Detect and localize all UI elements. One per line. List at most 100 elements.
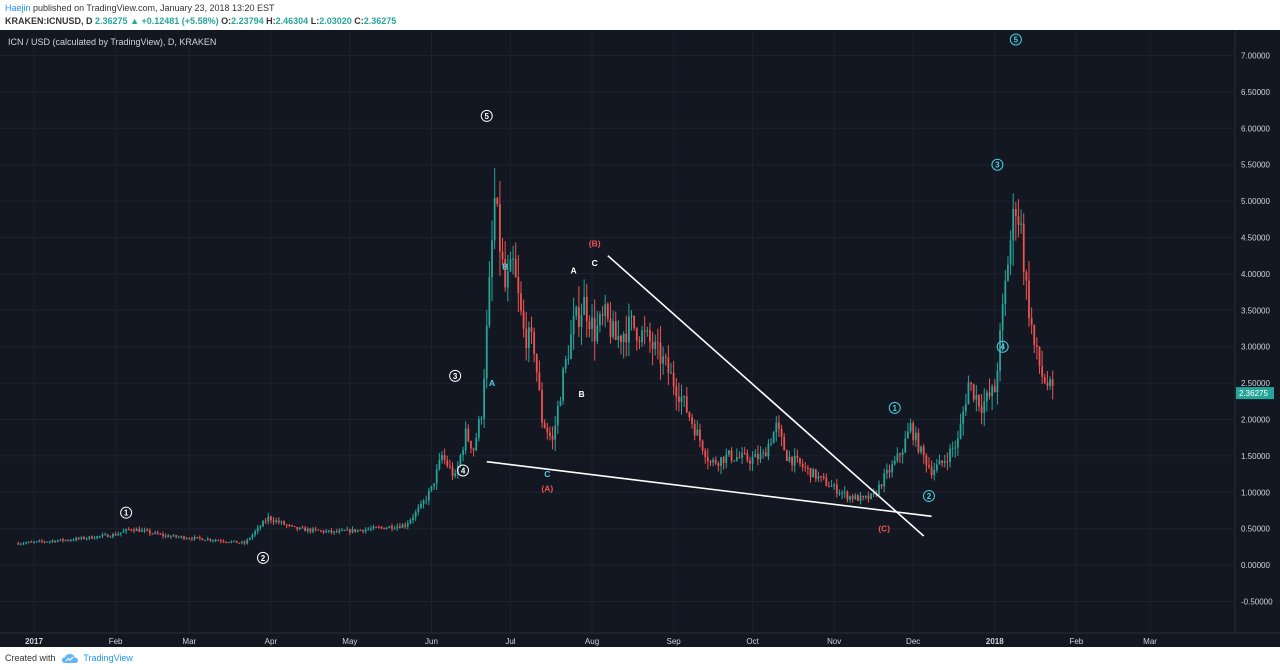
candle-body [970, 382, 972, 385]
candle-body [788, 456, 791, 462]
candle-body [396, 526, 399, 529]
candle-body [775, 422, 778, 433]
candle-body [409, 519, 412, 524]
candle-body [164, 535, 167, 537]
candle-body [1038, 346, 1041, 367]
chart-area[interactable]: 1 2 3 4 5 A B C (A) A B C (B) (C) 1 2 3 4 5 7.00000 6.50000… [0, 30, 1280, 647]
tradingview-brand-link[interactable]: TradingView [83, 653, 133, 663]
candle-body [770, 443, 772, 445]
candle-body [943, 461, 946, 463]
candle-body [1004, 280, 1007, 305]
candle-body [180, 536, 183, 538]
candle-body [849, 496, 851, 500]
candle-body [262, 521, 264, 527]
wave-label-text: A [571, 265, 577, 275]
candle-body [46, 541, 49, 543]
wave-label-circle [257, 551, 270, 564]
high-value: 2.46304 [275, 16, 309, 26]
candle-body [135, 528, 138, 532]
candle-body [1046, 382, 1049, 386]
candle-body [83, 537, 85, 539]
candle-body [601, 314, 604, 316]
candle-body [464, 428, 467, 451]
candle-body [38, 540, 41, 542]
candle-body [412, 517, 414, 520]
candle-body [212, 540, 214, 542]
candle-body [1033, 324, 1036, 346]
candle-body [206, 538, 209, 541]
candle-body [25, 542, 28, 544]
candle-body [683, 396, 686, 398]
author-link[interactable]: Haejin [5, 3, 31, 13]
candle-body [978, 394, 980, 406]
candle-body [856, 495, 859, 501]
candle-body [1030, 318, 1033, 325]
candle-body [767, 444, 770, 457]
candle-body [370, 528, 372, 530]
x-tick-label: Oct [746, 637, 759, 646]
candle-body [417, 507, 420, 512]
candle-body [609, 318, 612, 337]
candle-body [443, 455, 446, 460]
candle-body [475, 437, 478, 451]
candle-body [351, 529, 354, 533]
chart-title: ICN / USD (calculated by TradingView), D… [8, 37, 216, 47]
candle-body [130, 529, 133, 531]
candle-body [717, 463, 720, 466]
wave-label: (C) [878, 524, 890, 534]
candle-body [980, 405, 983, 413]
candle-body [625, 333, 628, 343]
symbol-label: KRAKEN:ICNUSD, D [5, 16, 93, 26]
candle-body [933, 470, 936, 476]
candle-body [799, 458, 801, 464]
x-tick-label: Sep [667, 637, 682, 646]
x-tick-label: Feb [109, 637, 123, 646]
low-value: 2.03020 [319, 16, 352, 26]
candle-body [796, 455, 799, 459]
candle-body [712, 459, 715, 463]
candle-body [580, 314, 583, 327]
candle-body [256, 527, 259, 532]
candle-body [485, 325, 488, 379]
close-label: C: [354, 16, 364, 26]
candle-body [233, 540, 235, 542]
candle-body [359, 529, 362, 531]
candle-body [304, 527, 307, 532]
candle-body [298, 527, 301, 530]
trendline-1 [486, 460, 932, 518]
candle-body [314, 528, 317, 530]
candle-body [343, 530, 346, 532]
candle-body [646, 330, 649, 332]
candle-body [954, 447, 957, 449]
wave-label: 2 [257, 551, 270, 564]
candle-body [685, 396, 688, 413]
candle-body [867, 495, 870, 499]
candle-body [612, 321, 614, 337]
tradingview-cloud-icon [62, 653, 79, 663]
candle-body [967, 382, 970, 405]
candle-body [22, 543, 25, 545]
candle-body [749, 460, 751, 464]
wave-label-text: 4 [1000, 343, 1005, 352]
y-tick-label: 6.50000 [1241, 88, 1270, 97]
wave-label-circle [1009, 33, 1022, 46]
candle-body [309, 528, 312, 532]
candle-body [327, 530, 330, 532]
candle-body [296, 526, 299, 530]
candle-body [306, 528, 309, 532]
candle-body [688, 412, 691, 418]
candle-body [1017, 216, 1020, 225]
candle-body [217, 540, 220, 542]
candle-body [254, 531, 257, 535]
candle-body [430, 485, 433, 491]
wave-label-circle [922, 489, 935, 502]
x-tick-label: Mar [1143, 637, 1157, 646]
candle-body [196, 536, 199, 538]
price-chart[interactable]: 1 2 3 4 5 A B C (A) A B C (B) (C) 1 2 3 4 5 7.00000 6.50000… [0, 30, 1280, 647]
candle-body [27, 541, 30, 543]
candle-body [735, 457, 738, 461]
candle-body [851, 496, 854, 500]
candle-body [1022, 223, 1025, 273]
candle-body [546, 427, 549, 433]
candle-body [425, 500, 428, 502]
